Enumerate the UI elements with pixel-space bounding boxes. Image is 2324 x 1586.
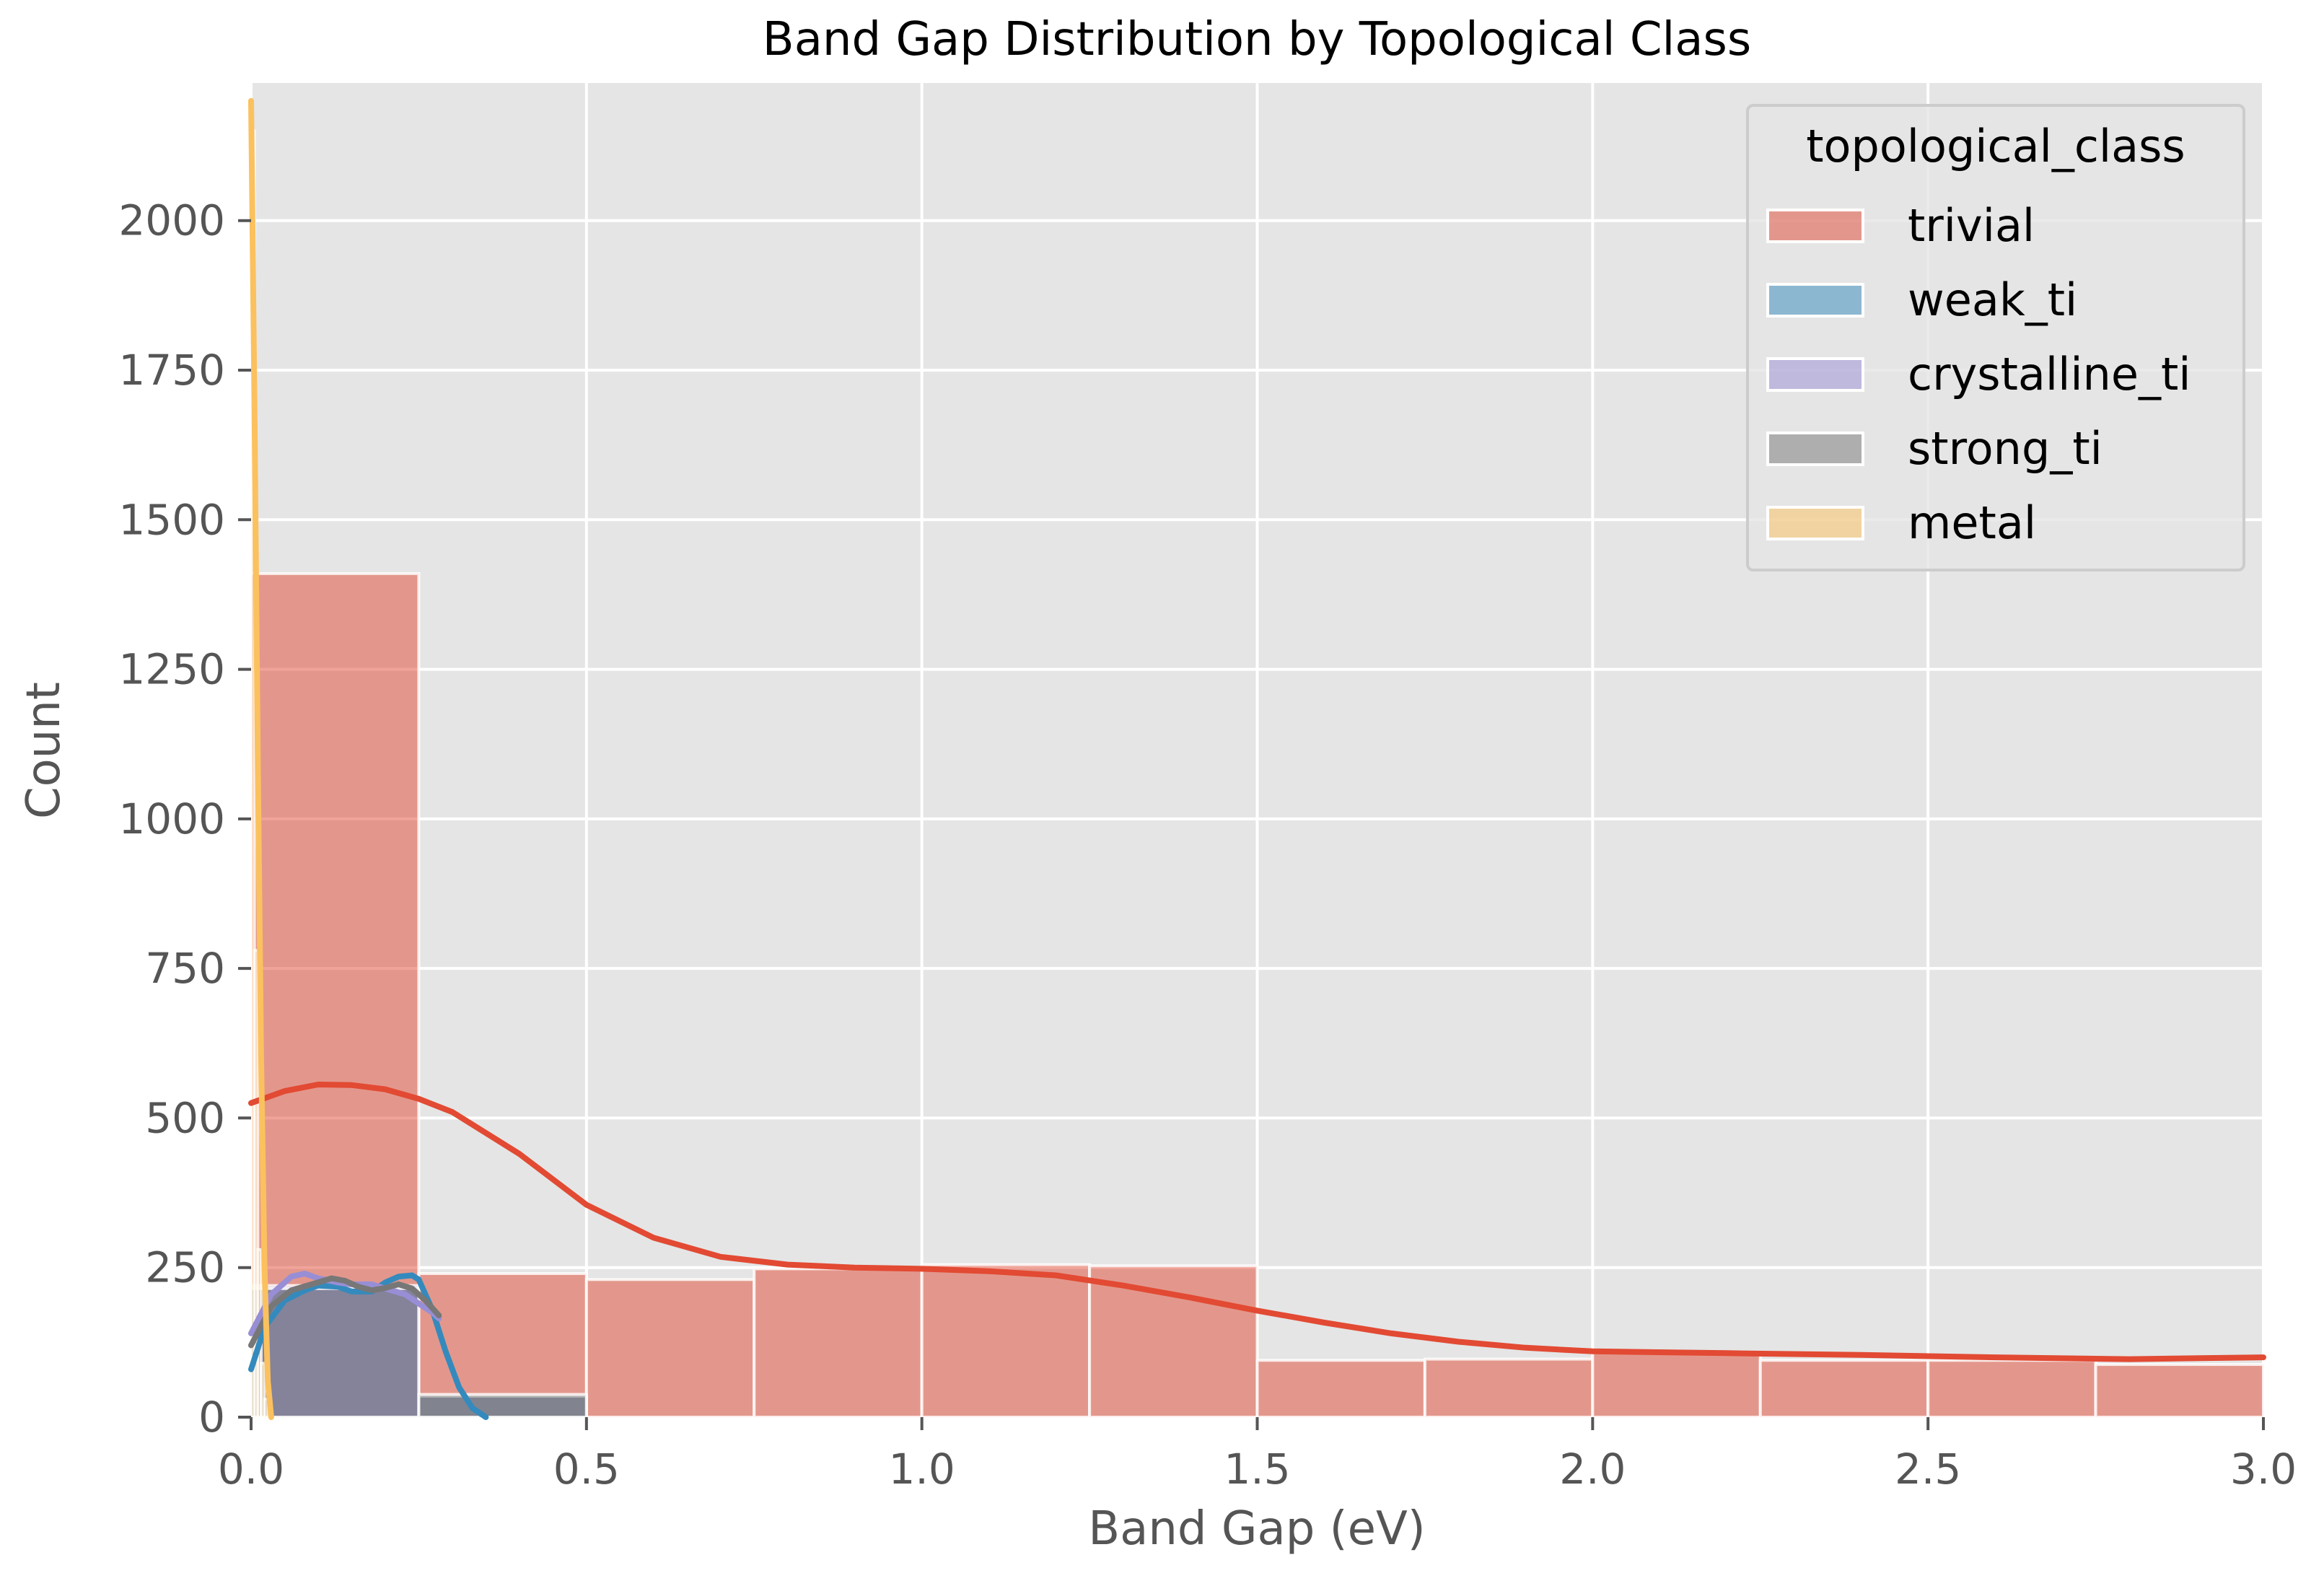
y-axis-label: Count: [17, 682, 71, 819]
y-tick-label: 1250: [118, 645, 225, 694]
y-tick-label: 250: [145, 1243, 225, 1292]
x-tick-label: 1.5: [1224, 1445, 1290, 1494]
kde-curves: [248, 97, 2266, 1420]
y-tick-label: 500: [145, 1093, 225, 1142]
x-tick-label: 0.5: [553, 1445, 620, 1494]
chart-title: Band Gap Distribution by Topological Cla…: [763, 13, 1751, 66]
kde-line-weak_ti: [248, 1272, 489, 1420]
x-tick-label: 0.0: [218, 1445, 284, 1494]
x-tick-label: 2.0: [1559, 1445, 1626, 1494]
bar-strong_ti: [417, 1393, 588, 1419]
legend-swatch-trivial: [1766, 209, 1864, 243]
bar-trivial: [753, 1267, 924, 1419]
y-tick-label: 2000: [118, 196, 225, 245]
x-tick-label: 3.0: [2230, 1445, 2297, 1494]
y-tick-label: 1000: [118, 794, 225, 844]
bar-trivial: [920, 1263, 1092, 1419]
x-tick-label: 2.5: [1895, 1445, 1961, 1494]
kde-line-trivial: [248, 1082, 2266, 1362]
legend-label-metal: metal: [1908, 496, 2036, 549]
bar-trivial: [1423, 1357, 1595, 1419]
legend-swatch-weak_ti: [1766, 283, 1864, 317]
y-tick-labels: 0 250 500 750 1000 1250 1500 1750 2000: [118, 196, 225, 1442]
legend-label-weak_ti: weak_ti: [1908, 273, 2077, 326]
x-tick-labels: 0.0 0.5 1.0 1.5 2.0 2.5 3.0: [218, 1445, 2297, 1494]
axes: [238, 219, 2265, 1430]
bar-metal: [259, 1362, 266, 1419]
bar-trivial: [2094, 1363, 2265, 1419]
bar-trivial: [1088, 1264, 1259, 1419]
bar-metal: [253, 949, 260, 1419]
histogram-bars: [250, 129, 2265, 1419]
legend-label-strong_ti: strong_ti: [1908, 422, 2102, 475]
y-tick-label: 1500: [118, 495, 225, 544]
bar-trivial: [1926, 1359, 2097, 1419]
legend-title: topological_class: [1806, 120, 2185, 172]
kde-line-strong_ti: [248, 1275, 442, 1349]
y-tick-label: 1750: [118, 346, 225, 395]
legend-label-trivial: trivial: [1908, 199, 2035, 252]
bar-trivial: [584, 1278, 756, 1419]
y-tick-label: 0: [198, 1393, 225, 1442]
legend-box: [1746, 104, 2245, 571]
x-axis-label: Band Gap (eV): [1088, 1502, 1426, 1556]
x-tick-label: 1.0: [889, 1445, 955, 1494]
bar-trivial: [1591, 1351, 1762, 1419]
legend-swatch-crystalline_ti: [1766, 357, 1864, 392]
legend-label-crystalline_ti: crystalline_ti: [1908, 348, 2191, 400]
kde-line-metal: [248, 97, 274, 1420]
bar-trivial: [1758, 1359, 1930, 1419]
y-tick-label: 750: [145, 944, 225, 993]
legend-swatch-metal: [1766, 506, 1864, 540]
bar-trivial: [1255, 1359, 1426, 1419]
legend-swatch-strong_ti: [1766, 431, 1864, 466]
